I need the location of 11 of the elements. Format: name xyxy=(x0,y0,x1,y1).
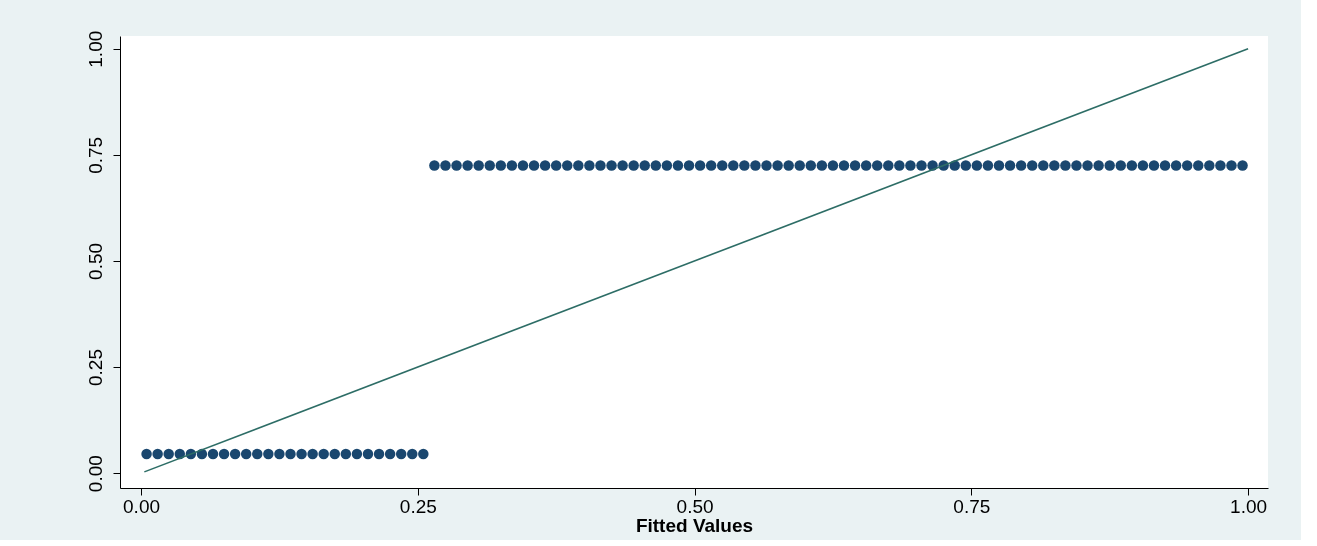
y-tick-label: 0.00 xyxy=(84,455,106,493)
x-tick-label: 1.00 xyxy=(1230,495,1268,517)
x-tick-label: 0.00 xyxy=(123,495,161,517)
x-axis-title: Fitted Values xyxy=(635,514,754,536)
x-tick-label: 0.50 xyxy=(676,495,714,517)
y-tick-label: 0.50 xyxy=(84,242,106,280)
x-tick-label: 0.25 xyxy=(399,495,437,517)
y-tick-label: 0.75 xyxy=(84,136,106,174)
x-tick-label: 0.75 xyxy=(953,495,991,517)
y-tick-label: 1.00 xyxy=(84,30,106,68)
y-tick-label: 0.25 xyxy=(84,349,106,387)
